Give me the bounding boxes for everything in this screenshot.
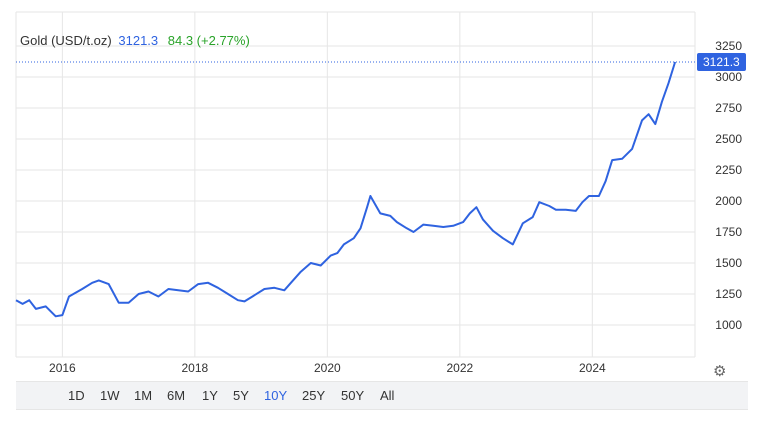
range-all[interactable]: All [380, 388, 395, 403]
current-price: 3121.3 [118, 33, 159, 48]
x-tick-label: 2024 [579, 361, 606, 375]
range-6m[interactable]: 6M [167, 388, 186, 403]
y-tick-label: 3000 [715, 70, 742, 84]
y-tick-label: 1500 [715, 256, 742, 270]
y-tick-label: 2000 [715, 194, 742, 208]
y-tick-label: 2500 [715, 132, 742, 146]
y-tick-label: 1250 [715, 287, 742, 301]
y-tick-label: 1750 [715, 225, 742, 239]
range-5y[interactable]: 5Y [233, 388, 249, 403]
gear-icon[interactable]: ⚙ [713, 363, 727, 380]
y-tick-label: 3250 [715, 39, 742, 53]
instrument-name: Gold (USD/t.oz) [20, 33, 112, 48]
price-label-background [697, 52, 746, 71]
range-selector: 1D 1W 1M 6M 1Y 5Y 10Y 25Y 50Y All [16, 381, 748, 410]
price-change: 84.3 (+2.77%) [167, 33, 250, 48]
x-tick-label: 2022 [446, 361, 473, 375]
grid-lines [15, 11, 696, 358]
y-axis: 1000 1250 1500 1750 2000 2250 2500 2750 3000 3250 [715, 39, 742, 332]
gold-price-line [15, 61, 677, 318]
range-10y[interactable]: 10Y [264, 388, 288, 403]
chart-header: Gold (USD/t.oz) 3121.3 84.3 (+2.77%) [20, 33, 250, 48]
x-tick-label: 2020 [314, 361, 341, 375]
price-label: 3121.3 [697, 52, 746, 71]
y-tick-label: 1000 [715, 318, 742, 332]
range-1d[interactable]: 1D [68, 388, 85, 403]
x-axis: 2016 2018 2020 2022 2024 [49, 361, 606, 375]
range-1m[interactable]: 1M [134, 388, 153, 403]
range-50y[interactable]: 50Y [341, 388, 365, 403]
range-25y[interactable]: 25Y [302, 388, 326, 403]
range-1w[interactable]: 1W [100, 388, 120, 403]
range-1y[interactable]: 1Y [202, 388, 218, 403]
x-tick-label: 2016 [49, 361, 76, 375]
price-label-text: 3121.3 [703, 55, 740, 69]
y-tick-label: 2750 [715, 101, 742, 115]
x-tick-label: 2018 [182, 361, 209, 375]
y-tick-label: 2250 [715, 163, 742, 177]
